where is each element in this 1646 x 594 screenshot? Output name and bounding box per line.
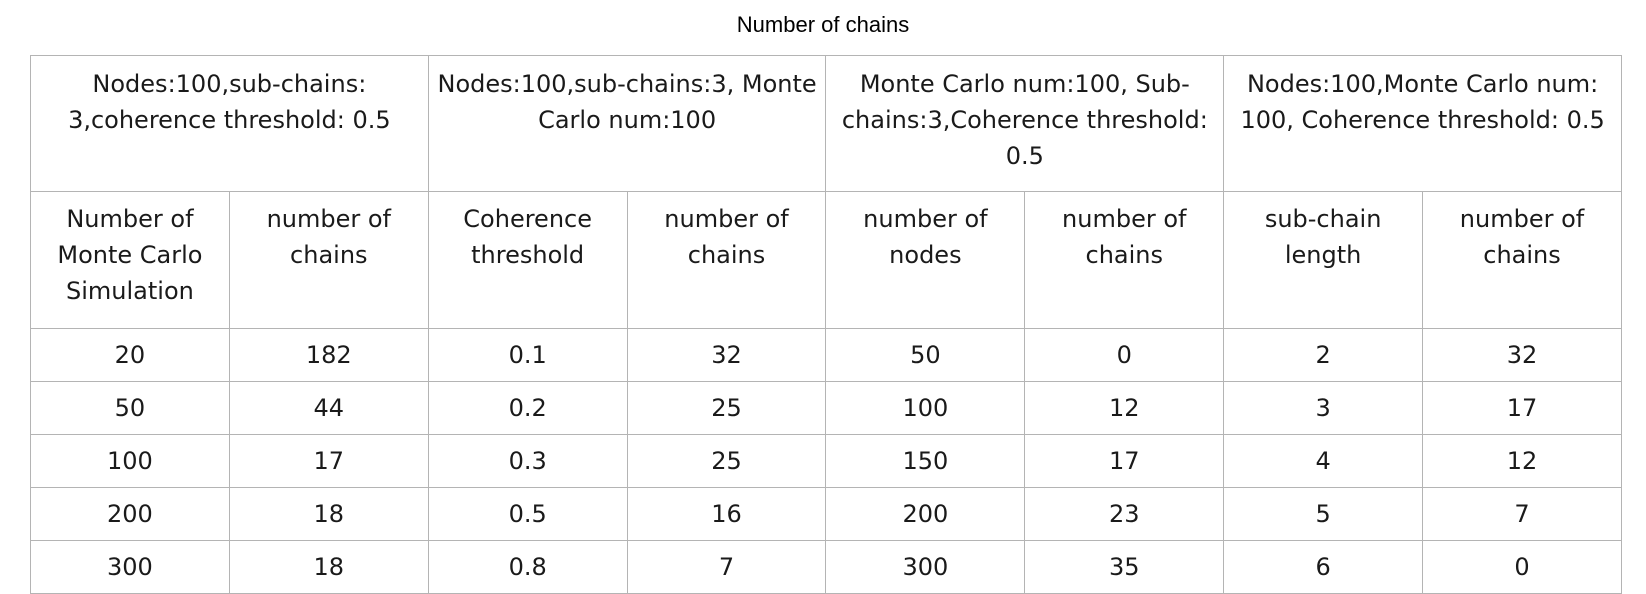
table-cell: 300 <box>825 540 1026 594</box>
table-cell: 0.8 <box>427 540 628 594</box>
table-cell: 200 <box>825 487 1026 541</box>
group-header-row: Nodes:100,sub-chains: 3,coherence thresh… <box>30 55 1622 192</box>
table-cell: 150 <box>825 434 1026 488</box>
table-row: 50 44 0.2 25 100 12 3 17 <box>30 381 1622 435</box>
table-cell: 100 <box>825 381 1026 435</box>
column-header: number of nodes <box>825 191 1026 329</box>
table-row: 100 17 0.3 25 150 17 4 12 <box>30 434 1622 488</box>
table-cell: 100 <box>30 434 230 488</box>
table-cell: 5 <box>1223 487 1424 541</box>
table-cell: 25 <box>626 381 827 435</box>
table-cell: 0 <box>1422 540 1622 594</box>
column-header: number of chains <box>228 191 429 329</box>
group-header-monte-carlo: Nodes:100,sub-chains: 3,coherence thresh… <box>30 55 429 192</box>
table-cell: 32 <box>1422 328 1622 382</box>
column-header: sub-chain length <box>1223 191 1424 329</box>
table-cell: 3 <box>1223 381 1424 435</box>
table-cell: 0 <box>1024 328 1225 382</box>
table-cell: 300 <box>30 540 230 594</box>
column-header: Coherence threshold <box>427 191 628 329</box>
table-cell: 35 <box>1024 540 1225 594</box>
table-cell: 18 <box>228 487 429 541</box>
table-cell: 4 <box>1223 434 1424 488</box>
table-cell: 0.1 <box>427 328 628 382</box>
table-cell: 23 <box>1024 487 1225 541</box>
table-title: Number of chains <box>736 12 910 37</box>
table-cell: 7 <box>1422 487 1622 541</box>
table-cell: 50 <box>825 328 1026 382</box>
table-cell: 12 <box>1024 381 1225 435</box>
table-cell: 50 <box>30 381 230 435</box>
table-row: 20 182 0.1 32 50 0 2 32 <box>30 328 1622 382</box>
column-header: number of chains <box>1024 191 1225 329</box>
table-cell: 17 <box>1422 381 1622 435</box>
table-cell: 182 <box>228 328 429 382</box>
table-cell: 32 <box>626 328 827 382</box>
table-cell: 200 <box>30 487 230 541</box>
table-cell: 12 <box>1422 434 1622 488</box>
table-cell: 6 <box>1223 540 1424 594</box>
group-header-coherence: Nodes:100,sub-chains:3, Monte Carlo num:… <box>427 55 827 192</box>
table-cell: 18 <box>228 540 429 594</box>
table-cell: 0.3 <box>427 434 628 488</box>
column-header-row: Number of Monte Carlo Simulation number … <box>30 191 1622 329</box>
table-cell: 20 <box>30 328 230 382</box>
table-row: 200 18 0.5 16 200 23 5 7 <box>30 487 1622 541</box>
column-header: Number of Monte Carlo Simulation <box>30 191 230 329</box>
table-cell: 16 <box>626 487 827 541</box>
table-row: 300 18 0.8 7 300 35 6 0 <box>30 540 1622 594</box>
column-header: number of chains <box>1422 191 1622 329</box>
table-cell: 17 <box>1024 434 1225 488</box>
chains-table: Nodes:100,sub-chains: 3,coherence thresh… <box>30 55 1622 594</box>
table-cell: 0.5 <box>427 487 628 541</box>
table-cell: 0.2 <box>427 381 628 435</box>
group-header-sub-chain: Nodes:100,Monte Carlo num: 100, Coherenc… <box>1223 55 1622 192</box>
table-cell: 25 <box>626 434 827 488</box>
group-header-nodes: Monte Carlo num:100, Sub-chains:3,Cohere… <box>825 55 1225 192</box>
table-cell: 17 <box>228 434 429 488</box>
table-cell: 44 <box>228 381 429 435</box>
table-cell: 2 <box>1223 328 1424 382</box>
table-cell: 7 <box>626 540 827 594</box>
column-header: number of chains <box>626 191 827 329</box>
